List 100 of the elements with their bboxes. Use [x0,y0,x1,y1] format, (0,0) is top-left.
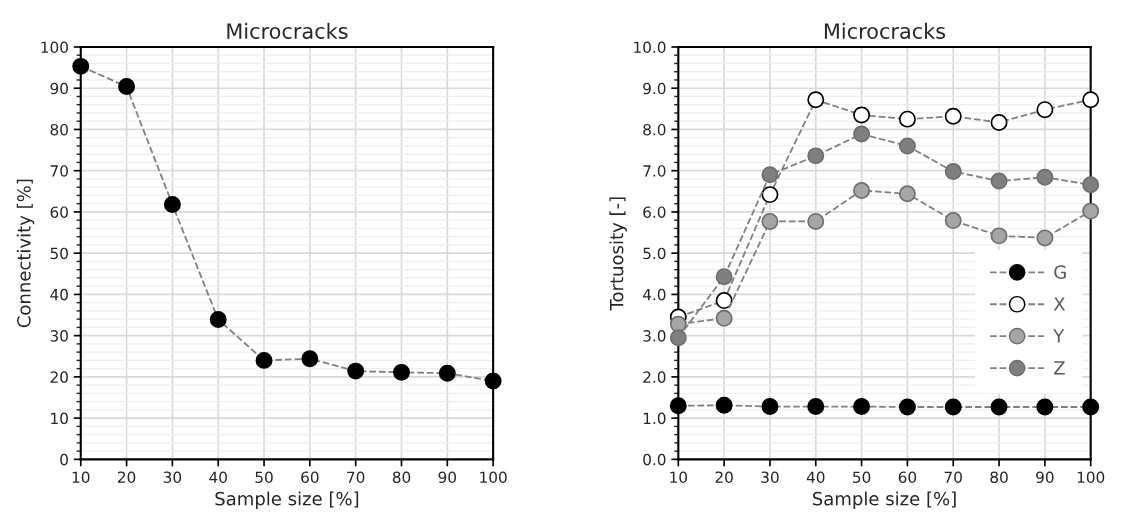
point [853,106,871,124]
x-tick-label: 100 [480,471,507,483]
point [990,398,1008,416]
legend-label: G [1054,265,1066,279]
point [1082,176,1100,194]
x-tick-label: 80 [392,471,411,483]
x-axis-title: Sample size [%] [812,491,956,509]
point [807,91,825,109]
y-tick-label: 60 [50,206,68,218]
point [715,309,733,327]
point [715,292,733,310]
x-tick-label: 70 [347,471,365,483]
point [898,110,916,128]
point [944,163,962,180]
y-tick-label: 0.0 [643,453,666,466]
point [898,398,916,416]
point [944,398,962,416]
point [255,351,273,369]
point [715,396,733,414]
point [1036,168,1054,186]
point [761,186,779,204]
x-tick-label: 30 [163,471,182,483]
x-tick-label: 10 [72,471,90,483]
point [1082,202,1100,220]
point [761,212,779,230]
point [761,398,779,416]
x-tick-label: 10 [670,471,688,483]
y-tick-label: 80 [50,123,68,136]
x-tick-label: 50 [255,471,273,483]
y-tick-label: 40 [50,288,68,301]
x-tick-label: 90 [1036,471,1054,483]
x-tick-label: 30 [761,471,779,483]
y-axis-title: Tortuosity [-] [609,197,627,311]
point [669,329,687,347]
point [118,78,136,96]
x-axis-title: Sample size [%] [215,491,359,509]
point [807,147,825,165]
y-tick-label: 8.0 [643,123,666,136]
legend-label: X [1053,297,1066,311]
x-tick-label: 40 [209,471,227,483]
chart-title: Microcracks [227,22,348,39]
y-tick-label: 5.0 [643,247,666,260]
point [669,397,687,415]
y-tick-label: 4.0 [642,288,666,301]
point [209,311,227,329]
y-tick-label: 10.0 [634,41,666,53]
point [163,196,181,213]
y-tick-label: 1.0 [643,412,666,425]
point [1082,398,1100,416]
x-tick-label: 60 [898,471,917,483]
point [898,185,916,203]
y-tick-label: 10 [51,412,68,425]
point [669,315,687,333]
y-tick-label: 20 [50,371,68,383]
point [715,268,733,286]
legend-label: Z [1054,361,1065,375]
legend-label: Y [1053,329,1065,343]
point [1036,229,1054,247]
point [944,212,962,230]
point [1036,398,1054,416]
y-tick-label: 30 [50,330,68,342]
chart-title: Microcracks [824,22,946,39]
y-tick-label: 9.0 [643,82,666,95]
y-tick-label: 6.0 [643,206,666,218]
point [807,212,825,230]
y-tick-label: 70 [50,165,68,177]
point [853,182,871,199]
y-tick-label: 0 [60,453,68,466]
x-tick-label: 60 [301,471,319,483]
point [990,227,1008,245]
point [761,166,779,184]
y-tick-label: 7.0 [643,165,666,177]
x-tick-label: 50 [853,471,871,483]
point [438,364,456,382]
x-tick-label: 20 [117,471,136,483]
y-tick-label: 3.0 [643,330,666,342]
x-tick-label: 90 [438,471,457,483]
y-tick-label: 100 [41,41,68,53]
point [898,137,916,155]
y-tick-label: 2.0 [643,371,666,383]
x-tick-label: 100 [1077,471,1105,483]
x-tick-label: 70 [944,471,962,483]
point [301,350,319,368]
point [1082,91,1100,109]
point [853,125,871,143]
point [72,57,90,75]
point [807,398,825,416]
point [393,363,410,381]
x-tick-label: 80 [990,471,1008,483]
point [990,113,1008,131]
y-tick-label: 50 [50,247,68,260]
point [990,172,1008,190]
y-tick-label: 90 [50,82,68,95]
x-tick-label: 40 [806,471,825,483]
point [484,372,502,390]
y-axis-title: Connectivity [%] [16,179,35,328]
point [347,362,365,380]
point [944,107,962,125]
x-tick-label: 20 [715,471,733,483]
point [853,398,871,416]
